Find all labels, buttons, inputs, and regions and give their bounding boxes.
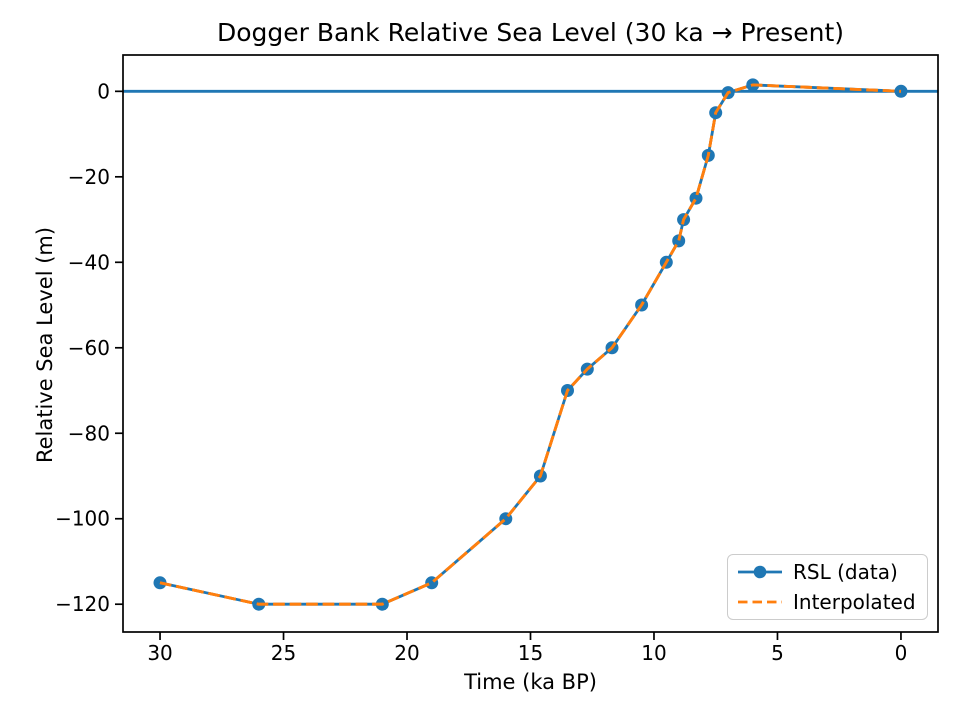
legend-entry-rsl-data: RSL (data) [736,558,919,586]
y-tick-label: −60 [68,336,110,360]
legend-line-marker-icon [738,566,782,579]
y-tick-label: −20 [68,165,110,189]
y-axis-label-text: Relative Sea Level (m) [33,226,57,464]
x-tick-label: 15 [518,641,543,665]
y-tick-label: −100 [55,507,110,531]
legend-dashed-line-icon [738,600,782,604]
x-tick-label: 20 [394,641,419,665]
x-tick-label: 25 [271,641,296,665]
plot-area [123,55,938,632]
y-tick-label: −120 [55,592,110,616]
legend-entry-interpolated: Interpolated [736,588,919,616]
legend: RSL (data) Interpolated [727,554,928,620]
legend-label-interpolated: Interpolated [793,589,916,614]
y-tick-label: −40 [68,250,110,274]
x-tick-label: 10 [641,641,666,665]
series-line-interpolated-top [159,83,902,606]
x-axis-label: Time (ka BP) [464,670,597,694]
legend-label-rsl-data: RSL (data) [793,560,898,585]
chart-title: Dogger Bank Relative Sea Level (30 ka → … [216,18,845,47]
x-tick-label: 30 [147,641,172,665]
y-tick-label: 0 [97,79,110,103]
x-tick-label: 0 [895,641,908,665]
y-tick-label: −80 [68,421,110,445]
x-tick-label: 5 [771,641,784,665]
